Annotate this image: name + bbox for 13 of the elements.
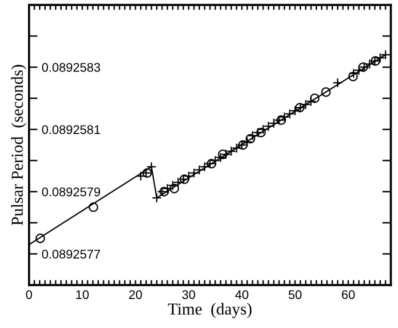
x-tick-label: 0 <box>26 290 32 300</box>
x-tick-label: 50 <box>288 290 302 300</box>
x-tick-label: 30 <box>182 290 196 300</box>
y-tick-label: 0.0892583 <box>42 62 100 72</box>
y-tick-label: 0.0892577 <box>42 250 100 259</box>
x-axis-title: Time (days) <box>168 302 252 318</box>
x-tick-label: 20 <box>129 290 142 300</box>
y-tick-label: 0.0892579 <box>42 187 100 196</box>
x-tick-label: 10 <box>76 290 89 300</box>
x-tick-label: 40 <box>235 290 248 300</box>
y-axis-title: Pulsar Period (seconds) <box>11 64 26 226</box>
x-tick-label: 60 <box>342 290 355 300</box>
y-tick-label: 0.0892581 <box>42 125 100 134</box>
